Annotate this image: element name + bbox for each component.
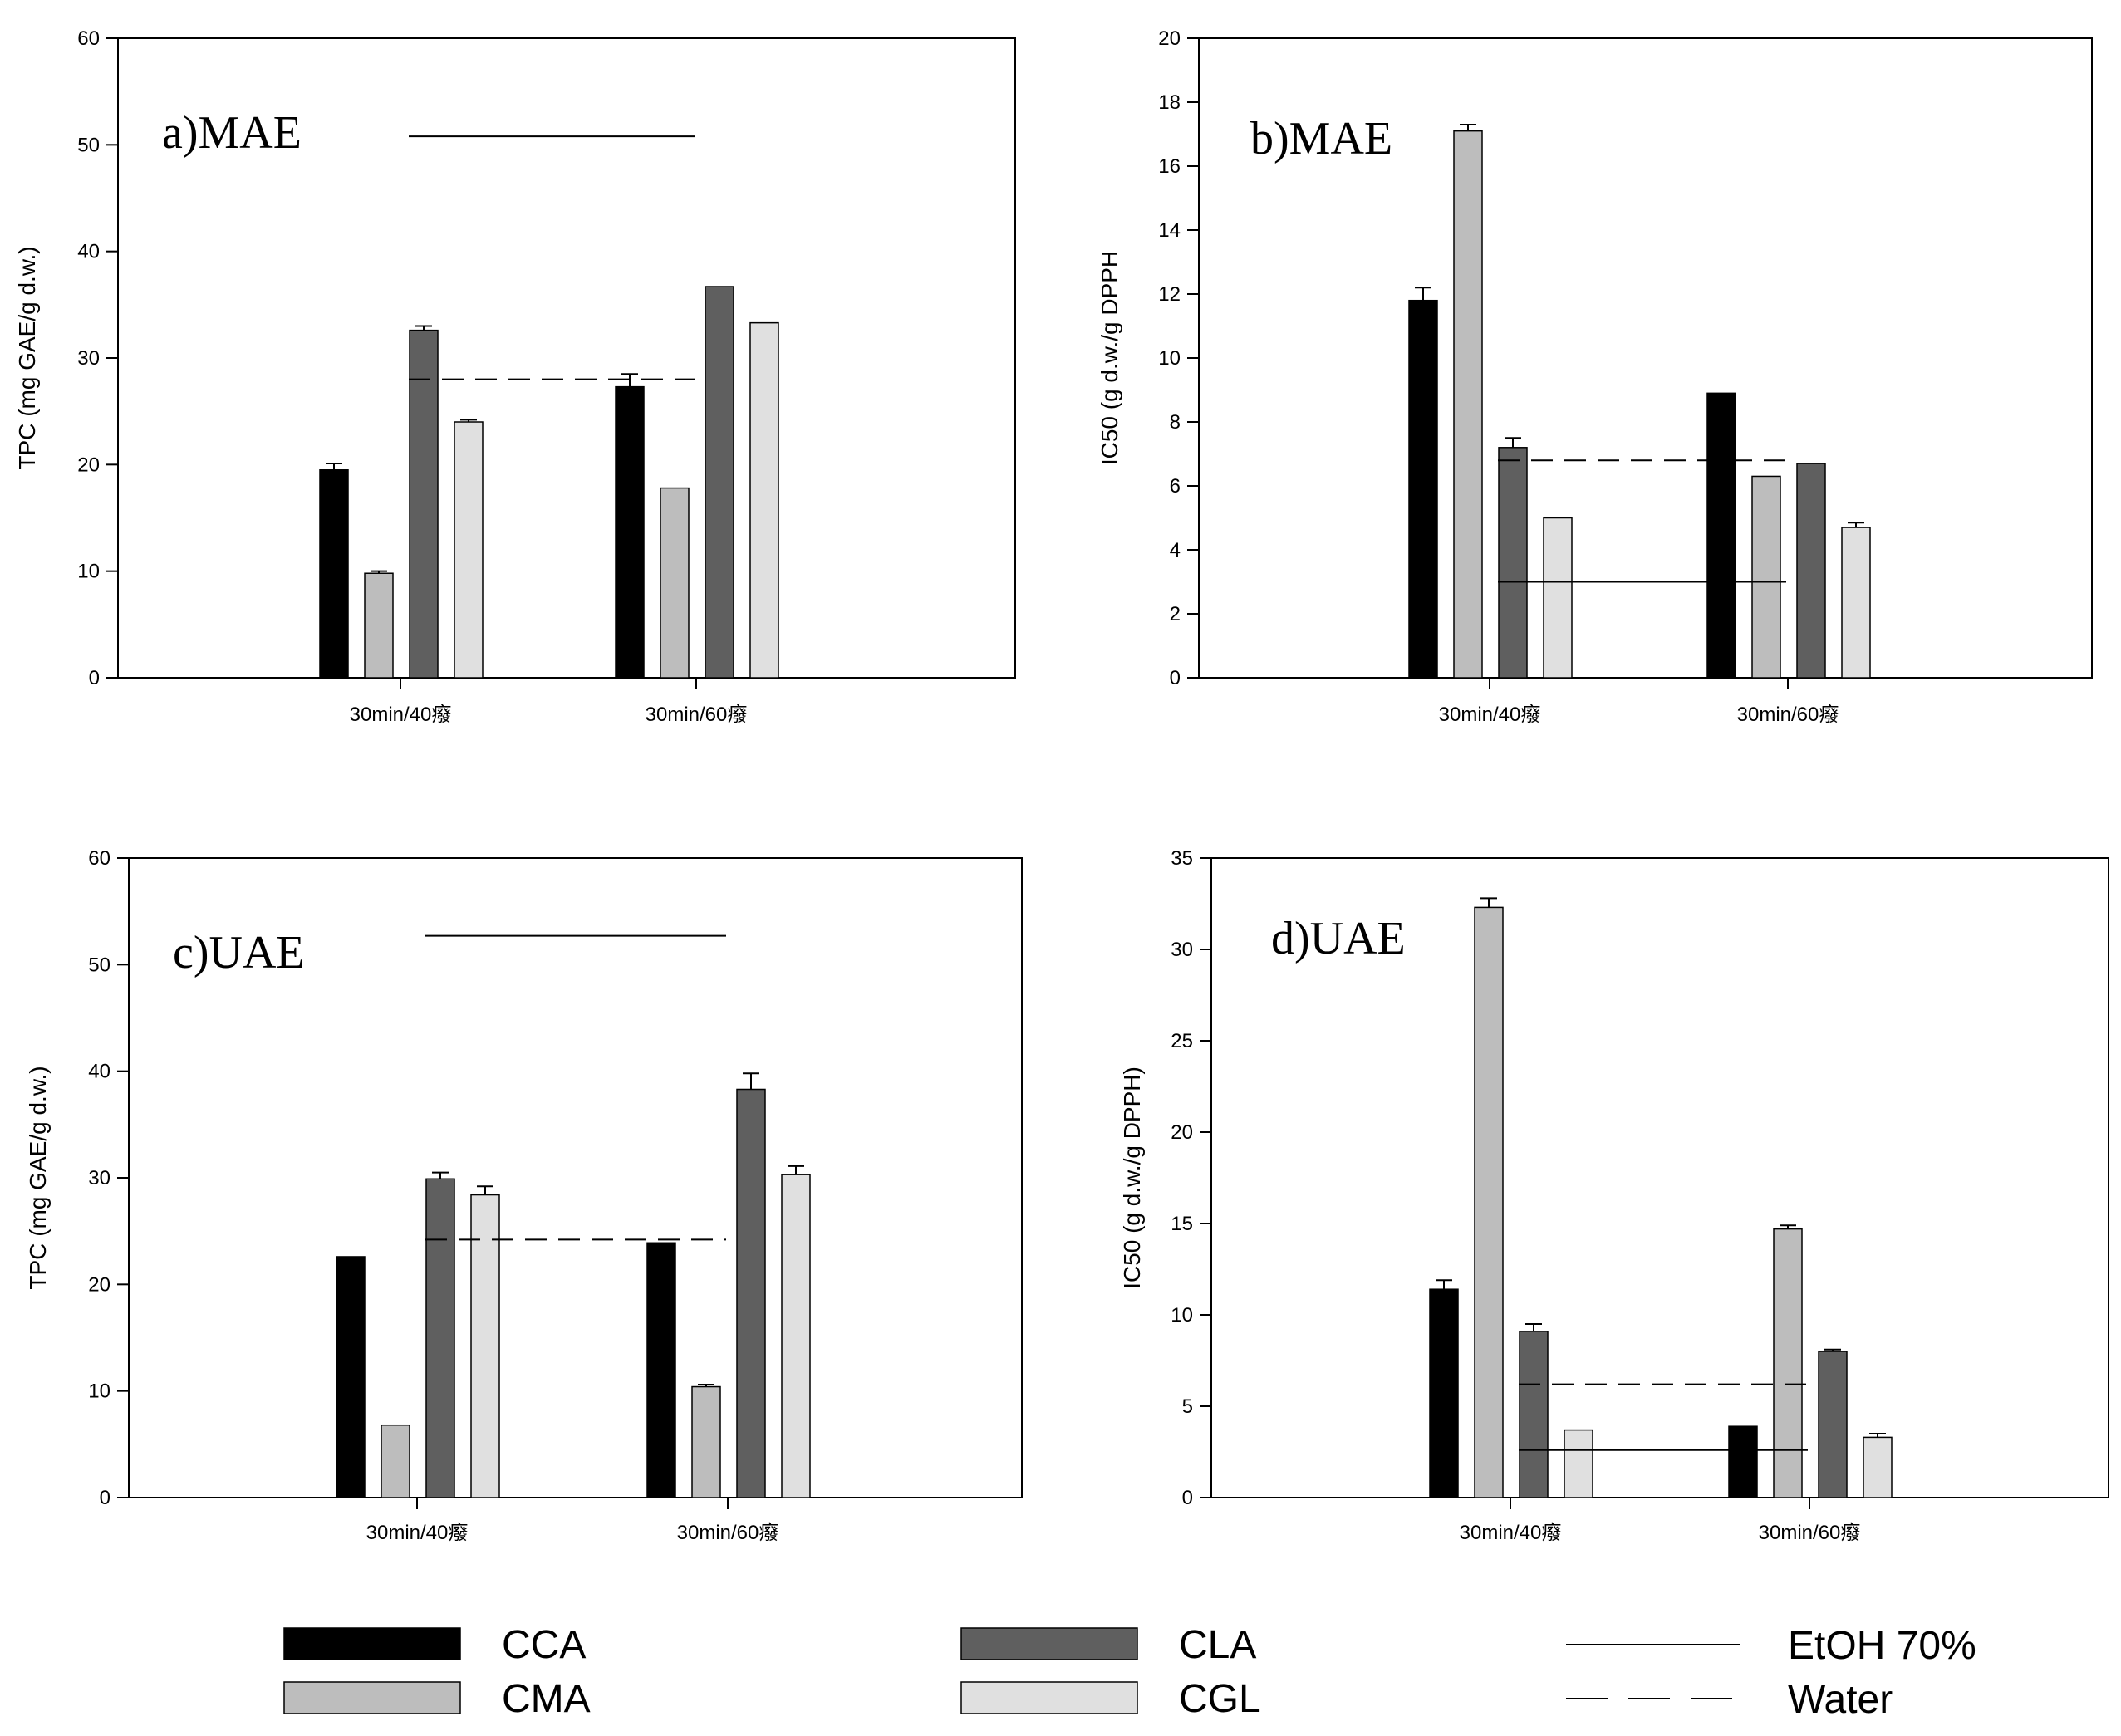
legend-label-etoh: EtOH 70% xyxy=(1788,1624,1976,1668)
y-tick-label: 0 xyxy=(89,667,100,689)
y-tick-label: 5 xyxy=(1182,1395,1193,1418)
y-tick-label: 40 xyxy=(88,1061,110,1083)
chart-panel-4: 0 5 10 15 20 25 30 35 IC50 (g d.w./g DPPH) d)UAE 3… xyxy=(1119,847,2109,1544)
y-tick-label: 16 xyxy=(1158,155,1181,178)
bar-cla xyxy=(1818,1351,1848,1498)
bar-cgl xyxy=(749,321,779,679)
bar-cma xyxy=(1751,475,1781,679)
y-tick-label: 60 xyxy=(77,27,100,50)
chart-panel-1: 0 10 20 30 40 50 60 TPC (mg GAE/g d.w.) a)MAE 30m… xyxy=(14,27,1016,726)
bar-cla xyxy=(409,329,439,679)
panel-title: d)UAE xyxy=(1271,913,1406,964)
legend-swatch-cma xyxy=(283,1681,461,1714)
y-tick-label: 10 xyxy=(77,561,100,583)
legend: CCA CMA CLA CGL EtOH 70% Water xyxy=(283,1623,1976,1722)
x-tick-label: 30min/40癈 xyxy=(1460,1522,1562,1544)
panel-title: c)UAE xyxy=(173,927,305,978)
bar-cgl xyxy=(1863,1436,1893,1498)
y-tick-label: 0 xyxy=(1182,1487,1193,1509)
y-tick-label: 30 xyxy=(88,1167,110,1189)
legend-label-cca: CCA xyxy=(502,1623,586,1667)
legend-label-cma: CMA xyxy=(502,1677,591,1721)
bar-cma xyxy=(364,572,394,679)
y-tick-label: 25 xyxy=(1171,1030,1193,1052)
legend-swatch-cca xyxy=(283,1627,461,1660)
y-tick-label: 35 xyxy=(1171,847,1193,870)
bar-cla xyxy=(1498,447,1528,679)
x-tick-label: 30min/60癈 xyxy=(677,1522,779,1544)
y-tick-label: 50 xyxy=(88,954,110,976)
y-tick-label: 20 xyxy=(1158,27,1181,50)
bar-cma xyxy=(691,1385,721,1498)
bar-cgl xyxy=(470,1194,500,1498)
x-tick-label: 30min/60癈 xyxy=(1737,704,1839,726)
bar-cla xyxy=(1796,463,1826,679)
bar-cgl xyxy=(1564,1429,1593,1498)
y-axis-title: TPC (mg GAE/g d.w.) xyxy=(25,1066,51,1289)
y-tick-label: 10 xyxy=(1158,347,1181,370)
y-tick-label: 8 xyxy=(1170,411,1181,434)
bar-cca xyxy=(336,1256,366,1498)
bar-cgl xyxy=(781,1174,811,1498)
y-tick-label: 40 xyxy=(77,241,100,263)
x-tick-label: 30min/40癈 xyxy=(1439,704,1541,726)
y-tick-label: 15 xyxy=(1171,1213,1193,1235)
y-tick-label: 0 xyxy=(1170,667,1181,689)
y-axis-title: IC50 (g d.w./g DPPH xyxy=(1097,251,1122,465)
y-tick-label: 20 xyxy=(77,454,100,476)
bar-cca xyxy=(1728,1425,1758,1498)
y-tick-label: 50 xyxy=(77,134,100,156)
y-tick-label: 14 xyxy=(1158,219,1181,242)
bar-cla xyxy=(425,1178,455,1498)
panel-title: b)MAE xyxy=(1250,113,1392,164)
y-tick-label: 18 xyxy=(1158,91,1181,114)
y-tick-label: 2 xyxy=(1170,603,1181,625)
bar-cca xyxy=(615,385,645,679)
panel-title: a)MAE xyxy=(162,107,302,159)
legend-swatch-cla xyxy=(960,1627,1138,1660)
legend-label-cla: CLA xyxy=(1179,1623,1256,1667)
legend-label-water: Water xyxy=(1788,1678,1893,1722)
bar-cla xyxy=(736,1088,766,1498)
bar-cca xyxy=(646,1242,676,1498)
y-tick-label: 10 xyxy=(1171,1304,1193,1327)
bar-cma xyxy=(1474,906,1504,1498)
bar-cma xyxy=(381,1424,410,1498)
x-tick-label: 30min/40癈 xyxy=(366,1522,469,1544)
plot-frame xyxy=(1210,857,2109,1498)
bar-cca xyxy=(1408,299,1438,679)
bar-cla xyxy=(705,286,734,679)
y-tick-label: 10 xyxy=(88,1380,110,1403)
y-tick-label: 30 xyxy=(77,347,100,370)
bar-cca xyxy=(319,469,349,679)
y-axis-title: IC50 (g d.w./g DPPH) xyxy=(1119,1067,1145,1289)
bar-cma xyxy=(1453,130,1483,679)
bar-cca xyxy=(1429,1288,1459,1498)
y-tick-label: 20 xyxy=(88,1273,110,1296)
y-axis-title: TPC (mg GAE/g d.w.) xyxy=(14,246,40,469)
y-tick-label: 0 xyxy=(100,1487,110,1509)
bar-cgl xyxy=(1841,527,1871,679)
y-tick-label: 30 xyxy=(1171,939,1193,961)
legend-label-cgl: CGL xyxy=(1179,1677,1261,1721)
chart-panel-3: 0 10 20 30 40 50 60 TPC (mg GAE/g d.w.) c)UAE 30m… xyxy=(25,847,1023,1544)
y-tick-label: 4 xyxy=(1170,539,1181,562)
y-tick-label: 60 xyxy=(88,847,110,870)
y-tick-label: 12 xyxy=(1158,283,1181,306)
bar-cca xyxy=(1706,392,1736,679)
x-tick-label: 30min/60癈 xyxy=(1759,1522,1861,1544)
legend-swatch-cgl xyxy=(960,1681,1138,1714)
x-tick-label: 30min/40癈 xyxy=(350,704,452,726)
y-tick-label: 6 xyxy=(1170,475,1181,498)
bar-cma xyxy=(660,487,690,679)
bar-cla xyxy=(1519,1331,1549,1498)
x-tick-label: 30min/60癈 xyxy=(646,704,748,726)
bar-cma xyxy=(1773,1228,1803,1498)
y-tick-label: 20 xyxy=(1171,1121,1193,1144)
bar-cgl xyxy=(1543,517,1573,679)
bar-cgl xyxy=(454,421,484,679)
chart-panel-2: 0 2 4 6 8 10 12 14 16 18 20 IC50 (g d.w./g DPPH b)MA… xyxy=(1097,27,2093,726)
